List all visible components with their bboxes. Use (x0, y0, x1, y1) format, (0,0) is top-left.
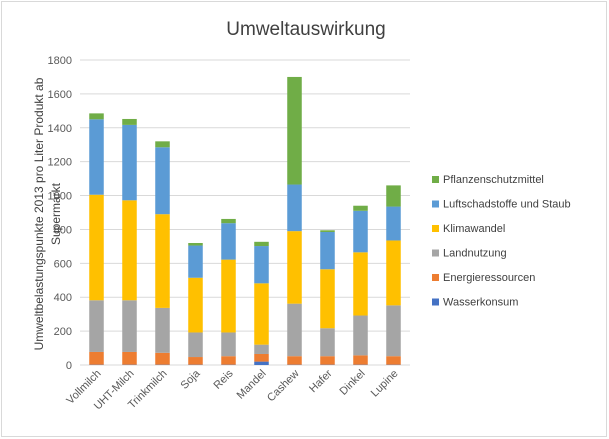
bar-segment (221, 259, 236, 333)
bar-segment (287, 303, 302, 357)
y-tick-label: 1800 (48, 55, 72, 67)
bar-segment (320, 231, 335, 270)
bar-segment (320, 230, 335, 232)
bar-segment (188, 332, 203, 358)
bar-segment (89, 119, 104, 195)
bar-segment (254, 353, 269, 362)
bar-segment (386, 185, 401, 207)
y-tick-label: 1400 (48, 123, 72, 135)
x-tick-label: Reis (212, 367, 236, 391)
bar-segment (353, 252, 368, 316)
x-tick-label: Mandel (235, 368, 269, 402)
bar-segment (353, 315, 368, 356)
bar-segment (320, 356, 335, 365)
bar-segment (320, 328, 335, 357)
x-tick-label: Dinkel (338, 368, 368, 398)
y-tick-label: 600 (54, 258, 72, 270)
bar-segment (155, 214, 170, 308)
bar-segment (386, 356, 401, 365)
bar-segment (155, 147, 170, 215)
bar-segment (188, 243, 203, 246)
bar-segment (254, 283, 269, 345)
legend-swatch (432, 274, 439, 281)
bar-segment (386, 206, 401, 241)
y-tick-label: 1600 (48, 89, 72, 101)
legend-label: Wasserkonsum (443, 297, 518, 309)
bar-segment (353, 210, 368, 253)
bar-segment (122, 124, 137, 201)
bar-segment (221, 332, 236, 357)
y-tick-label: 0 (66, 360, 72, 372)
x-tick-label: Soja (179, 367, 204, 392)
y-tick-label: 1000 (48, 191, 72, 203)
bar-segment (254, 344, 269, 354)
bar-segment (320, 269, 335, 329)
y-tick-label: 1200 (48, 157, 72, 169)
bar-segment (353, 205, 368, 211)
bar-segment (287, 231, 302, 304)
bar-segment (122, 200, 137, 301)
legend-label: Pflanzenschutzmittel (443, 174, 544, 186)
legend-swatch (432, 298, 439, 306)
legend-label: Energieressourcen (443, 272, 535, 284)
bars (89, 76, 401, 365)
legend-swatch (432, 176, 439, 183)
legend-label: Klimawandel (443, 223, 505, 235)
y-tick-label: 400 (54, 292, 72, 304)
y-tick-label: 200 (54, 326, 72, 338)
bar-segment (89, 300, 104, 352)
bar-segment (122, 351, 137, 365)
x-tick-label: Hafer (307, 367, 335, 395)
legend-swatch (432, 225, 439, 232)
y-axis-label-line-1: Umweltbelastungspunkte 2013 pro Liter Pr… (32, 77, 46, 350)
bar-segment (221, 356, 236, 365)
bar-segment (221, 218, 236, 224)
y-tick-label: 800 (54, 224, 72, 236)
y-axis-label-line-2: Supermarkt (49, 182, 63, 245)
bar-segment (155, 141, 170, 148)
bar-segment (287, 184, 302, 232)
bar-segment (188, 357, 203, 365)
bar-segment (386, 240, 401, 306)
bar-segment (353, 355, 368, 365)
chart-title: Umweltauswirkung (226, 19, 385, 40)
legend-label: Landnutzung (443, 248, 507, 260)
bar-segment (188, 277, 203, 333)
bar-segment (254, 246, 269, 284)
legend-swatch (432, 200, 439, 208)
bar-segment (89, 113, 104, 120)
bar-segment (89, 194, 104, 301)
bar-segment (221, 223, 236, 260)
bar-segment (254, 361, 269, 365)
bar-segment (122, 118, 137, 125)
x-tick-label: Cashew (265, 368, 302, 405)
bar-segment (89, 351, 104, 365)
bar-segment (287, 356, 302, 365)
bar-segment (254, 241, 269, 247)
bar-segment (122, 300, 137, 352)
y-tick-labels: 0 200 400 600 800 1000 1200 1400 1600 1800 (48, 55, 72, 372)
legend-swatch (432, 249, 439, 257)
legend: Pflanzenschutzmittel Luftschadstoffe und … (432, 174, 571, 309)
bar-segment (188, 245, 203, 278)
bar-segment (386, 305, 401, 357)
bar-segment (155, 307, 170, 353)
bar-segment (287, 76, 302, 185)
x-tick-label: Lupine (369, 368, 401, 400)
legend-label: Luftschadstoffe und Staub (443, 199, 571, 211)
bar-segment (155, 352, 170, 365)
